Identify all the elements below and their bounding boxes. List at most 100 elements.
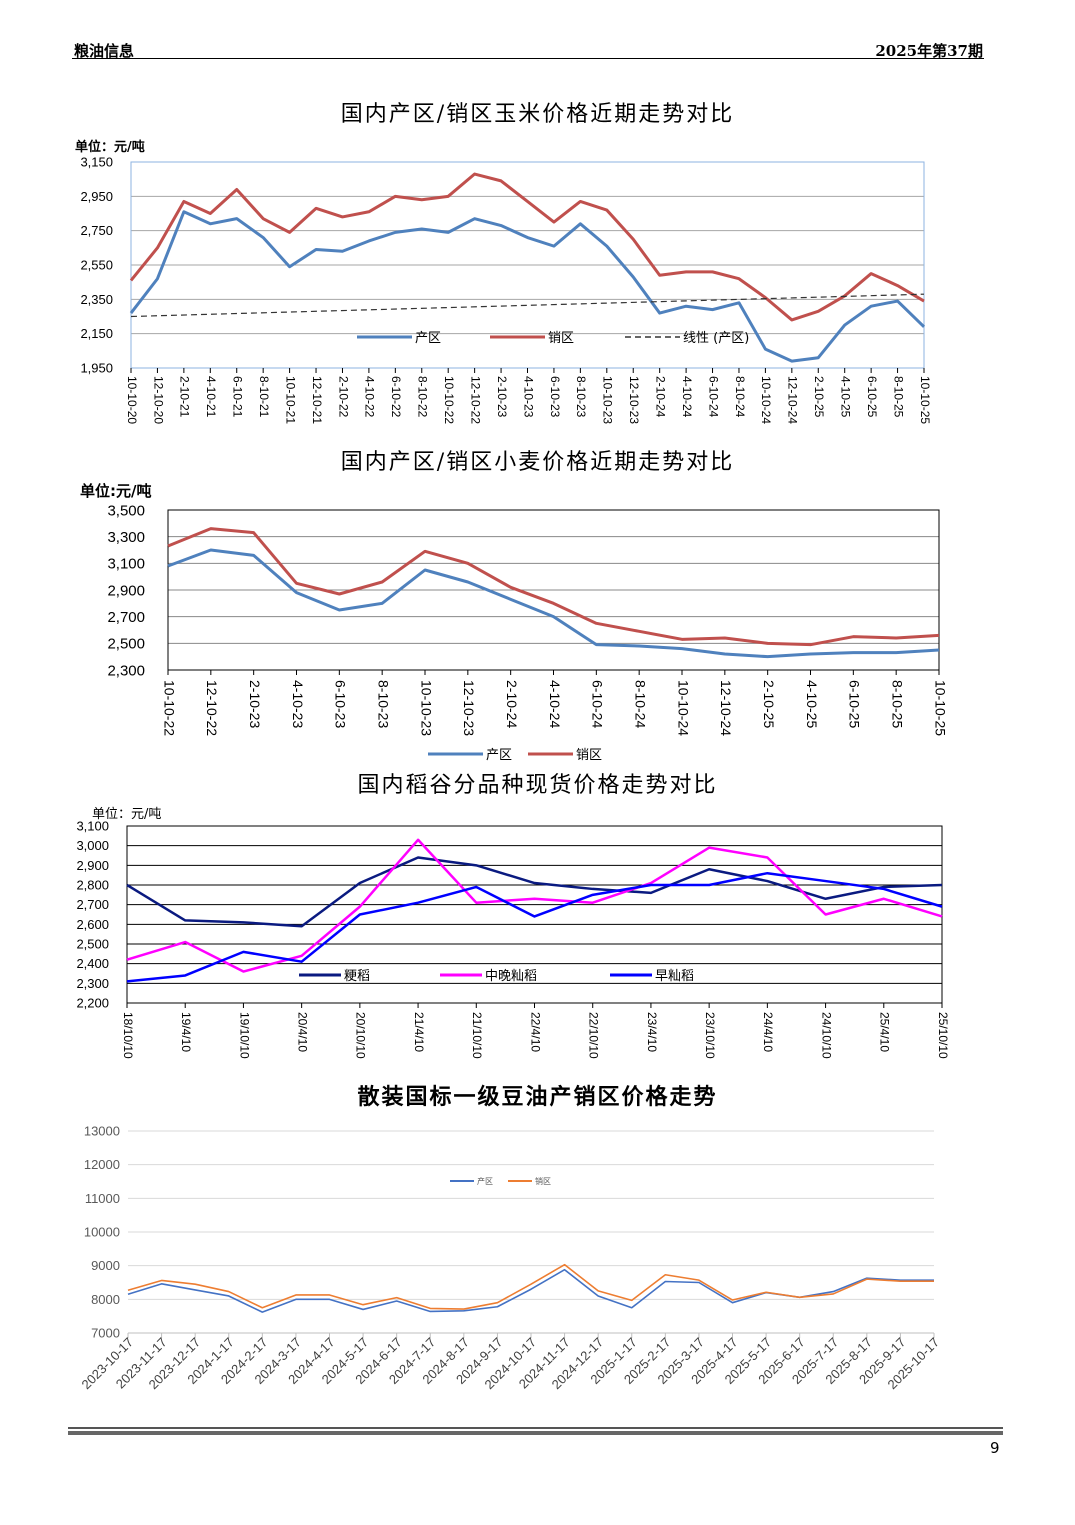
rice-chart: 2,200 2,300 2,400 2,500 2,600 2,700 2,800 2,900… xyxy=(76,819,949,1059)
corn-x-tick-label: 4-10-25 xyxy=(839,376,853,418)
wheat-y-tick-label: 3,300 xyxy=(107,529,145,546)
corn-x-tick-label: 10-10-23 xyxy=(601,376,615,424)
rice-x-tick-label: 25/4/10 xyxy=(878,1012,892,1052)
corn-x-tick-label: 2-10-25 xyxy=(812,376,826,418)
corn-y-tick-label: 2,150 xyxy=(80,326,113,341)
corn-legend-label: 销区 xyxy=(548,331,574,346)
soyoil-y-tick-label: 9000 xyxy=(91,1258,120,1273)
wheat-x-tick-label: 2-10-24 xyxy=(504,680,520,728)
header-issue: 2025年第37期 xyxy=(875,42,983,60)
wheat-x-tick-label: 10-10-22 xyxy=(161,680,177,736)
rice-x-tick-label: 22/4/10 xyxy=(528,1012,542,1052)
corn-x-tick-label: 12-10-22 xyxy=(468,376,482,424)
corn-x-tick-label: 8-10-23 xyxy=(574,376,588,418)
soyoil-legend-label: 销区 xyxy=(535,1176,551,1186)
corn-series-3-line xyxy=(130,293,925,318)
wheat-x-tick-label: 10-10-24 xyxy=(675,680,691,736)
corn-y-tick-label: 2,750 xyxy=(80,223,113,238)
wheat-y-tick-label: 2,500 xyxy=(107,636,145,653)
corn-x-tick-label: 4-10-24 xyxy=(680,376,694,418)
footer-divider-thick xyxy=(68,1431,1003,1435)
rice-y-tick-label: 2,600 xyxy=(76,917,109,932)
wheat-y-tick-label: 3,100 xyxy=(107,556,145,573)
wheat-x-tick-label: 6-10-25 xyxy=(847,680,863,728)
wheat-x-tick-label: 2-10-23 xyxy=(247,680,263,728)
soyoil-legend-label: 产区 xyxy=(477,1176,493,1186)
wheat-x-tick-label: 6-10-23 xyxy=(333,680,349,728)
rice-x-tick-label: 23/10/10 xyxy=(703,1012,717,1059)
rice-y-tick-label: 3,100 xyxy=(76,819,109,834)
soyoil-y-tick-label: 11000 xyxy=(85,1191,120,1206)
wheat-y-tick-label: 2,900 xyxy=(107,582,145,599)
rice-chart-unit: 单位：元/吨 xyxy=(92,807,162,822)
wheat-y-tick-label: 3,500 xyxy=(107,502,145,519)
corn-y-tick-label: 1,950 xyxy=(80,361,113,376)
wheat-x-tick-label: 12-10-24 xyxy=(718,680,734,736)
rice-x-tick-label: 25/10/10 xyxy=(936,1012,950,1059)
corn-x-tick-label: 4-10-21 xyxy=(204,376,218,418)
wheat-series-1-line xyxy=(167,548,940,659)
wheat-series-2-line xyxy=(167,527,940,647)
corn-chart-title: 国内产区/销区玉米价格近期走势对比 xyxy=(340,102,735,127)
corn-x-tick-label: 12-10-23 xyxy=(627,376,641,424)
rice-x-tick-label: 24/4/10 xyxy=(761,1012,775,1052)
soyoil-chart-title: 散装国标一级豆油产销区价格走势 xyxy=(357,1084,718,1110)
corn-legend-label: 产区 xyxy=(415,331,441,346)
corn-y-tick-label: 3,150 xyxy=(80,155,113,170)
wheat-x-tick-label: 8-10-24 xyxy=(632,680,648,728)
corn-x-tick-label: 12-10-24 xyxy=(786,376,800,424)
rice-x-tick-label: 23/4/10 xyxy=(645,1012,659,1052)
corn-x-tick-label: 12-10-20 xyxy=(151,376,165,424)
corn-x-tick-label: 6-10-21 xyxy=(231,376,245,418)
corn-x-tick-label: 4-10-22 xyxy=(363,376,377,418)
corn-x-tick-label: 2-10-23 xyxy=(495,376,509,418)
rice-legend-label: 粳稻 xyxy=(344,969,370,984)
wheat-x-tick-label: 4-10-25 xyxy=(804,680,820,728)
rice-chart-title: 国内稻谷分品种现货价格走势对比 xyxy=(357,773,718,798)
corn-x-tick-label: 6-10-24 xyxy=(706,376,720,418)
rice-y-tick-label: 2,200 xyxy=(76,996,109,1011)
soyoil-y-tick-label: 12000 xyxy=(84,1157,120,1172)
soyoil-series-2-line xyxy=(127,1263,934,1310)
corn-y-tick-label: 2,950 xyxy=(80,189,113,204)
corn-legend-label: 线性 (产区) xyxy=(683,331,749,346)
rice-x-tick-label: 21/10/10 xyxy=(470,1012,484,1059)
header-divider xyxy=(72,58,984,59)
rice-y-tick-label: 2,800 xyxy=(76,878,109,893)
corn-x-tick-label: 2-10-22 xyxy=(336,376,350,418)
rice-x-tick-label: 24/10/10 xyxy=(819,1012,833,1059)
rice-series-1-line xyxy=(126,856,943,928)
corn-x-tick-label: 2-10-24 xyxy=(653,376,667,418)
corn-y-tick-label: 2,350 xyxy=(80,292,113,307)
corn-x-tick-label: 6-10-23 xyxy=(548,376,562,418)
wheat-chart: 2,300 2,500 2,700 2,900 3,100 3,300 3,500 10-10… xyxy=(107,502,948,763)
wheat-legend-label: 产区 xyxy=(486,748,512,763)
rice-y-tick-label: 3,000 xyxy=(76,838,109,853)
soyoil-series-1-line xyxy=(127,1268,934,1313)
rice-x-tick-label: 18/10/10 xyxy=(121,1012,135,1059)
rice-x-tick-label: 22/10/10 xyxy=(587,1012,601,1059)
wheat-x-tick-label: 10-10-23 xyxy=(418,680,434,736)
wheat-legend-label: 销区 xyxy=(576,748,602,763)
corn-x-tick-label: 10-10-24 xyxy=(759,376,773,424)
page-number: 9 xyxy=(990,1439,1000,1457)
rice-y-tick-label: 2,700 xyxy=(76,897,109,912)
corn-x-tick-label: 12-10-21 xyxy=(310,376,324,424)
corn-series-2-line xyxy=(129,172,925,322)
rice-y-tick-label: 2,900 xyxy=(76,858,109,873)
wheat-y-tick-label: 2,300 xyxy=(107,662,145,679)
wheat-x-tick-label: 6-10-24 xyxy=(590,680,606,728)
wheat-x-tick-label: 12-10-22 xyxy=(204,680,220,736)
rice-series-3-line xyxy=(126,871,943,983)
wheat-x-tick-label: 8-10-25 xyxy=(889,680,905,728)
corn-x-tick-label: 8-10-24 xyxy=(733,376,747,418)
corn-chart-unit: 单位：元/吨 xyxy=(75,140,145,155)
wheat-x-tick-label: 2-10-25 xyxy=(761,680,777,728)
rice-x-tick-label: 20/4/10 xyxy=(295,1012,309,1052)
wheat-x-tick-label: 10-10-25 xyxy=(932,680,948,736)
footer-divider xyxy=(68,1427,1003,1429)
corn-series-1-line xyxy=(129,210,926,363)
rice-series-2-line xyxy=(126,838,943,973)
corn-x-tick-label: 8-10-22 xyxy=(416,376,430,418)
